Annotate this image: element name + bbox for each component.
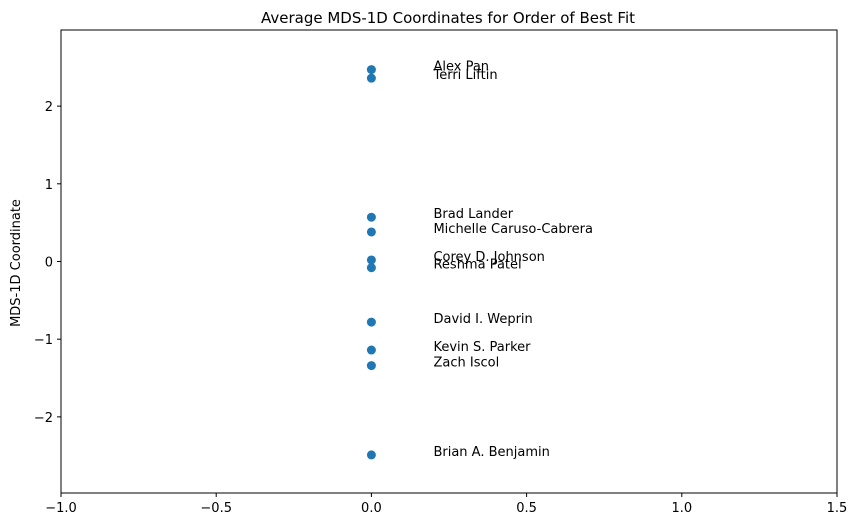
data-point [366,73,376,83]
x-tick-label: 0.0 [361,501,382,516]
data-point-label: Zach Iscol [433,356,499,371]
data-point [366,65,376,75]
x-tick-label: 1.0 [671,501,692,516]
x-tick-label: −1.0 [45,501,77,516]
y-tick-label: −2 [34,411,53,426]
data-points [366,65,376,460]
data-point-label: Corey D. Johnson [433,250,544,265]
y-tick-label: −1 [34,333,53,348]
x-tick-label: 0.5 [516,501,537,516]
x-tick-label: −0.5 [200,501,232,516]
x-tick-label: 1.5 [827,501,848,516]
y-tick-label: 1 [45,178,53,193]
x-axis-ticks: −1.0 −0.5 0.0 0.5 1.0 1.5 [45,493,847,516]
data-point [366,227,376,237]
data-point [366,317,376,327]
data-point [366,212,376,222]
data-point [366,361,376,371]
data-point-label: Kevin S. Parker [433,340,531,355]
y-axis-ticks: −2 −1 0 1 2 [34,100,61,426]
plot-area-frame [60,29,838,494]
y-tick-label: 0 [45,256,53,271]
data-point-label: Terri Liftin [432,68,497,83]
data-point-label: Brian A. Benjamin [433,445,549,460]
data-point [366,263,376,273]
chart-title: Average MDS-1D Coordinates for Order of … [261,9,635,27]
data-point-label: Michelle Caruso-Cabrera [433,222,593,237]
y-axis-label: MDS-1D Coordinate [9,199,24,327]
data-point-label: Alex Pan [433,60,489,75]
data-point [366,255,376,265]
y-tick-label: 2 [45,100,53,115]
data-point [366,450,376,460]
data-point-label: David I. Weprin [433,312,532,327]
data-point-label: Reshma Patel [433,258,521,273]
data-point [366,345,376,355]
data-point-label: Brad Lander [433,207,513,222]
